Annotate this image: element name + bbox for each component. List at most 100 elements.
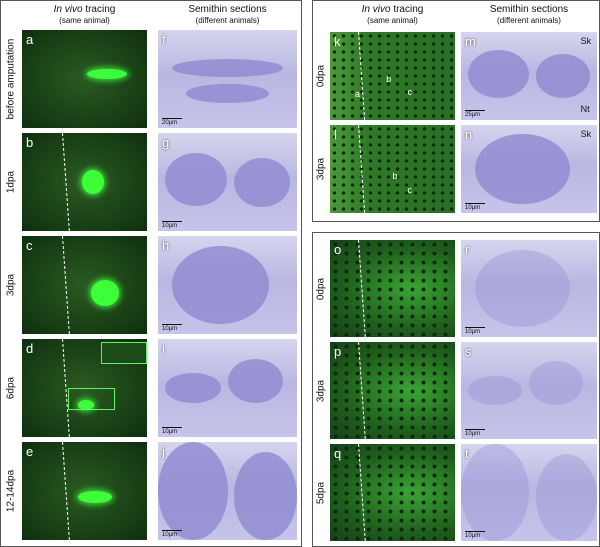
- tissue: [467, 375, 523, 406]
- scale-bar: 10µm: [162, 221, 182, 229]
- panel-letter: d: [26, 341, 34, 356]
- fluorescence-image: c: [22, 236, 147, 334]
- fluorescence-image: o: [330, 240, 455, 337]
- fluorescent-cell: [82, 170, 104, 195]
- panel-letter: l: [334, 127, 337, 142]
- amputation-line: [357, 342, 366, 439]
- row-label: 3dpa: [5, 273, 17, 297]
- row-label: 0dpa: [315, 64, 327, 88]
- panel-label: b: [392, 170, 398, 181]
- tissue: [185, 83, 270, 104]
- scale-bar: 10µm: [162, 324, 182, 332]
- histology-image: t 10µm: [461, 444, 597, 541]
- panel-letter: h: [162, 238, 170, 253]
- header-subtitle: (different animals): [497, 16, 561, 25]
- scale-bar: 10µm: [465, 531, 485, 539]
- panel-label: Sk: [580, 35, 592, 46]
- tissue: [461, 444, 529, 541]
- header-italic: In vivo: [53, 4, 83, 15]
- histology-image: j 10µm: [158, 442, 297, 540]
- tissue: [164, 152, 228, 207]
- column-header: Semithin sections (different animals): [461, 4, 597, 26]
- panel-letter: c: [26, 238, 33, 253]
- panel-letter: g: [162, 135, 170, 150]
- amputation-line: [357, 240, 366, 337]
- amputation-line: [357, 125, 365, 213]
- fluorescence-image: d: [22, 339, 147, 437]
- tissue: [164, 373, 221, 403]
- tissue: [467, 49, 529, 98]
- tissue: [234, 157, 291, 207]
- panel-letter: s: [465, 344, 472, 359]
- tissue: [535, 453, 597, 541]
- row-label: 0dpa: [315, 277, 327, 300]
- histology-image: r 10µm: [461, 240, 597, 337]
- panel-letter: q: [334, 446, 342, 461]
- histology-image: g 10µm: [158, 133, 297, 231]
- tissue: [171, 245, 270, 325]
- header-subtitle: (different animals): [195, 16, 260, 25]
- header-text: Semithin sections: [489, 4, 569, 15]
- panel-letter: m: [465, 34, 476, 49]
- panel-label: c: [407, 184, 413, 195]
- fluorescence-image: q: [330, 444, 455, 541]
- tissue: [227, 358, 284, 403]
- row-label: before amputation: [5, 38, 17, 120]
- fluorescence-image: b: [22, 133, 147, 231]
- inset-box: [68, 388, 116, 410]
- amputation-line: [357, 444, 366, 541]
- tissue: [158, 442, 228, 540]
- row-label: 1dpa: [5, 170, 17, 194]
- histology-image: m Sk Nt 25µm: [461, 32, 597, 120]
- histology-image: h 10µm: [158, 236, 297, 334]
- scale-bar: 10µm: [465, 203, 485, 211]
- panel-letter: p: [334, 344, 342, 359]
- fluorescent-cell: [90, 280, 119, 307]
- header-text: Semithin sections: [188, 4, 267, 15]
- row-label: 12-14dpa: [5, 469, 17, 513]
- fluorescent-cell: [87, 69, 127, 80]
- inset-box: [100, 341, 147, 364]
- row-label: 3dpa: [315, 157, 327, 181]
- panel-label: c: [407, 86, 413, 97]
- fluorescence-image: e: [22, 442, 147, 540]
- scale-bar: 10µm: [465, 429, 485, 437]
- panel-letter: f: [162, 32, 166, 47]
- amputation-line: [62, 236, 70, 334]
- amputation-line: [357, 32, 365, 120]
- panel-label: Nt: [580, 104, 590, 115]
- row-label: 3dpa: [315, 379, 327, 402]
- tissue: [234, 451, 297, 540]
- scale-bar: 10µm: [162, 427, 182, 435]
- scale-bar: 10µm: [465, 327, 485, 335]
- header-subtitle: (same animal): [59, 16, 110, 25]
- fluorescence-image: a: [22, 30, 147, 128]
- fluorescence-image: p: [330, 342, 455, 439]
- panel-label: b: [386, 74, 392, 85]
- column-header: In vivo tracing (same animal): [330, 4, 455, 26]
- tissue: [474, 249, 570, 328]
- histology-image: i 10µm: [158, 339, 297, 437]
- row-label: 5dpa: [315, 481, 327, 504]
- header-text: tracing: [85, 4, 116, 15]
- scale-bar: 10µm: [162, 530, 182, 538]
- panel-label: Sk: [580, 128, 592, 139]
- row-label: 6dpa: [5, 376, 17, 400]
- fluorescent-cell: [78, 399, 95, 410]
- column-header: In vivo tracing (same animal): [22, 4, 147, 26]
- header-text: tracing: [393, 4, 424, 15]
- fluorescent-cell: [78, 491, 113, 503]
- histology-image: s 10µm: [461, 342, 597, 439]
- panel-letter: r: [465, 242, 470, 257]
- tissue: [529, 361, 584, 406]
- panel-letter: e: [26, 444, 34, 459]
- header-subtitle: (same animal): [367, 16, 418, 25]
- panel-letter: i: [162, 341, 165, 356]
- panel-letter: a: [26, 32, 34, 47]
- panel-letter: o: [334, 242, 342, 257]
- header-title: Semithin sections: [158, 4, 297, 15]
- header-title: In vivo tracing: [22, 4, 147, 15]
- tissue: [474, 133, 570, 205]
